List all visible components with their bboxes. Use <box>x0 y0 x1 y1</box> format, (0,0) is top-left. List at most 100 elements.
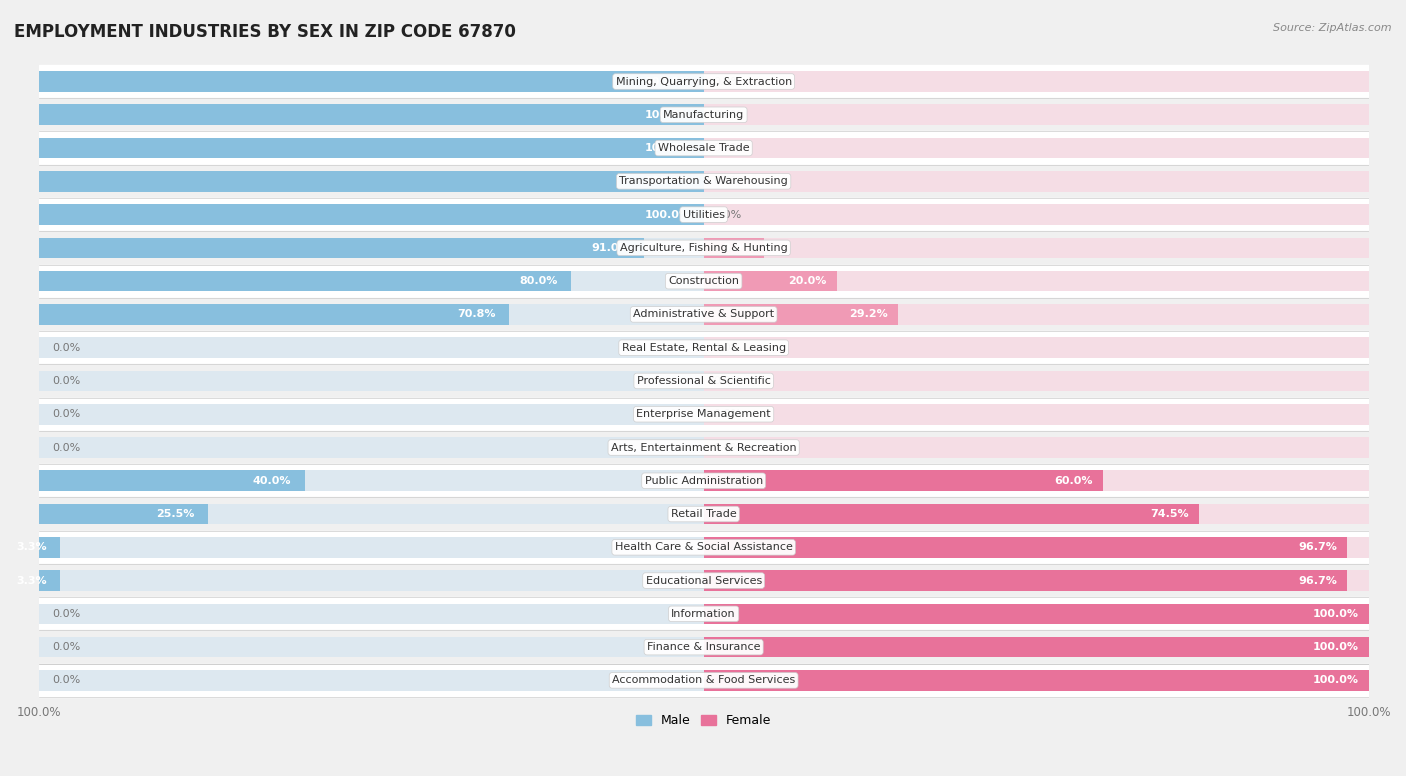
Bar <box>38 663 1369 697</box>
Bar <box>38 598 1369 630</box>
Text: 0.0%: 0.0% <box>52 642 80 652</box>
Text: Finance & Insurance: Finance & Insurance <box>647 642 761 652</box>
Text: 0.0%: 0.0% <box>714 143 742 153</box>
Bar <box>38 265 1369 298</box>
Text: 40.0%: 40.0% <box>253 476 291 486</box>
Text: 100.0%: 100.0% <box>644 143 690 153</box>
Bar <box>38 537 60 558</box>
Text: 3.3%: 3.3% <box>17 576 48 586</box>
Bar <box>38 304 703 324</box>
Text: 0.0%: 0.0% <box>714 442 742 452</box>
Bar <box>38 564 1369 598</box>
Bar <box>38 470 703 491</box>
Bar <box>703 604 1369 624</box>
Bar <box>703 570 1347 591</box>
Text: 29.2%: 29.2% <box>849 310 887 320</box>
Bar <box>703 470 1102 491</box>
Text: 96.7%: 96.7% <box>1298 542 1337 553</box>
Bar <box>38 165 1369 198</box>
Bar <box>703 138 1369 158</box>
Text: Agriculture, Fishing & Hunting: Agriculture, Fishing & Hunting <box>620 243 787 253</box>
Bar <box>38 138 703 158</box>
Bar <box>38 71 703 92</box>
Bar <box>38 504 703 525</box>
Bar <box>38 138 703 158</box>
Bar <box>38 670 703 691</box>
Bar <box>703 304 898 324</box>
Bar <box>703 338 1369 358</box>
Bar <box>38 231 1369 265</box>
Bar <box>703 470 1369 491</box>
Bar <box>38 237 644 258</box>
Bar <box>38 204 703 225</box>
Text: Enterprise Management: Enterprise Management <box>637 409 770 419</box>
Text: 0.0%: 0.0% <box>52 343 80 352</box>
Text: Retail Trade: Retail Trade <box>671 509 737 519</box>
Text: 0.0%: 0.0% <box>52 609 80 618</box>
Bar <box>703 237 1369 258</box>
Text: 0.0%: 0.0% <box>52 409 80 419</box>
Bar <box>703 204 1369 225</box>
Bar <box>703 504 1199 525</box>
Bar <box>703 570 1369 591</box>
Bar <box>38 497 1369 531</box>
Bar <box>38 331 1369 364</box>
Text: 0.0%: 0.0% <box>714 409 742 419</box>
Bar <box>703 504 1369 525</box>
Bar <box>703 670 1369 691</box>
Bar <box>38 570 703 591</box>
Bar <box>38 637 703 657</box>
Bar <box>38 630 1369 663</box>
Text: 60.0%: 60.0% <box>1054 476 1092 486</box>
Bar <box>703 637 1369 657</box>
Text: 100.0%: 100.0% <box>644 77 690 86</box>
Bar <box>38 304 509 324</box>
Bar <box>703 171 1369 192</box>
Bar <box>38 171 703 192</box>
Bar <box>703 670 1369 691</box>
Bar <box>703 271 837 292</box>
Bar <box>38 504 208 525</box>
Text: Professional & Scientific: Professional & Scientific <box>637 376 770 386</box>
Bar <box>38 371 703 391</box>
Text: 0.0%: 0.0% <box>52 442 80 452</box>
Text: Manufacturing: Manufacturing <box>664 109 744 120</box>
Bar <box>38 338 703 358</box>
Text: Accommodation & Food Services: Accommodation & Food Services <box>612 675 796 685</box>
Text: Information: Information <box>671 609 735 618</box>
Bar <box>703 105 1369 125</box>
Bar <box>38 464 1369 497</box>
Text: EMPLOYMENT INDUSTRIES BY SEX IN ZIP CODE 67870: EMPLOYMENT INDUSTRIES BY SEX IN ZIP CODE… <box>14 23 516 41</box>
Text: 74.5%: 74.5% <box>1150 509 1189 519</box>
Bar <box>703 604 1369 624</box>
Bar <box>703 437 1369 458</box>
Text: Mining, Quarrying, & Extraction: Mining, Quarrying, & Extraction <box>616 77 792 86</box>
Text: 0.0%: 0.0% <box>714 343 742 352</box>
Bar <box>38 105 703 125</box>
Text: Health Care & Social Assistance: Health Care & Social Assistance <box>614 542 793 553</box>
Text: 100.0%: 100.0% <box>644 109 690 120</box>
Text: 96.7%: 96.7% <box>1298 576 1337 586</box>
Bar <box>38 271 703 292</box>
Bar <box>38 237 703 258</box>
Text: 0.0%: 0.0% <box>714 210 742 220</box>
Bar <box>38 65 1369 98</box>
Text: 20.0%: 20.0% <box>789 276 827 286</box>
Text: Public Administration: Public Administration <box>644 476 763 486</box>
Text: Wholesale Trade: Wholesale Trade <box>658 143 749 153</box>
Bar <box>703 637 1369 657</box>
Text: Construction: Construction <box>668 276 740 286</box>
Bar <box>38 397 1369 431</box>
Text: 70.8%: 70.8% <box>457 310 496 320</box>
Bar <box>38 98 1369 131</box>
Text: Real Estate, Rental & Leasing: Real Estate, Rental & Leasing <box>621 343 786 352</box>
Bar <box>703 404 1369 424</box>
Bar <box>38 198 1369 231</box>
Text: 25.5%: 25.5% <box>156 509 195 519</box>
Bar <box>703 304 1369 324</box>
Bar <box>38 71 703 92</box>
Text: 0.0%: 0.0% <box>714 376 742 386</box>
Bar <box>38 537 703 558</box>
Bar <box>38 404 703 424</box>
Bar <box>38 271 571 292</box>
